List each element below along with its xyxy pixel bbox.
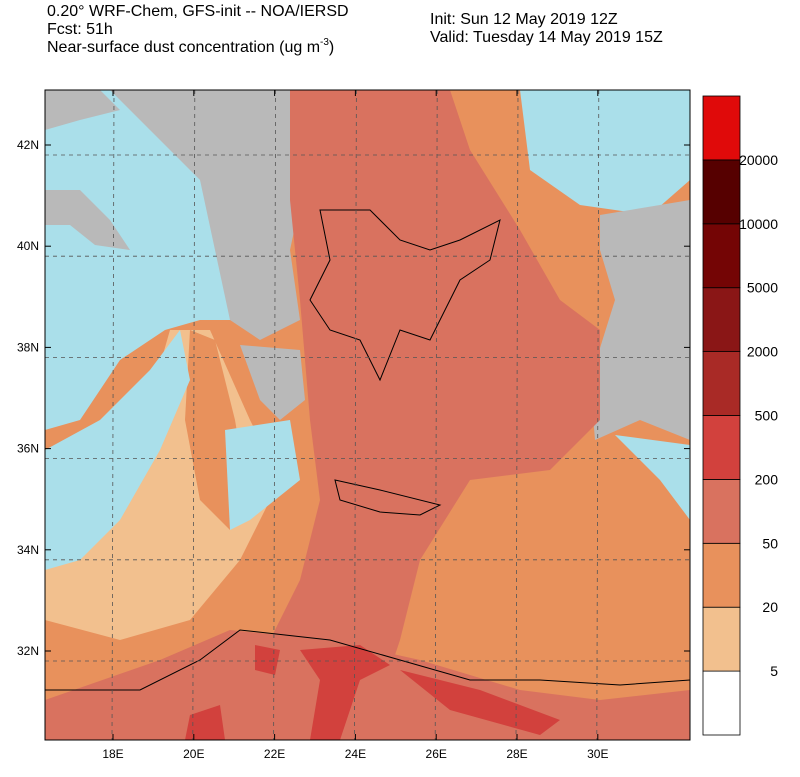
coastline (45, 629, 690, 691)
x-tick-label: 30E (587, 747, 608, 761)
field: Near-surface dust concentration (ug m-3) (47, 37, 334, 56)
land (45, 90, 130, 250)
colorbar-swatch (702, 287, 741, 353)
colorbar-swatch (702, 351, 741, 416)
init-time: Init: Sun 12 May 2019 12Z (430, 11, 618, 28)
land (110, 90, 305, 340)
axes: 18E 20E 22E 24E 26E 28E 30E 42N 40N 38N 36N 34N 32N (17, 90, 690, 761)
x-tick-label: 28E (506, 747, 527, 761)
dust-field (185, 645, 560, 740)
sea (225, 420, 300, 530)
y-tick-label: 38N (17, 340, 39, 354)
x-tick-label: 24E (345, 747, 366, 761)
colorbar-swatch (702, 542, 741, 608)
title: 0.20° WRF-Chem, GFS-init -- NOA/IERSD (47, 3, 349, 20)
colorbar-label: 50 (762, 535, 778, 551)
colorbar-swatch (702, 95, 741, 161)
y-tick-label: 32N (17, 644, 39, 658)
colorbar-label: 500 (755, 408, 779, 424)
x-tick-label: 20E (183, 747, 204, 761)
grid (45, 90, 690, 740)
colorbar-swatch (702, 670, 741, 736)
sea (45, 330, 190, 570)
colorbar-swatch (702, 606, 741, 672)
colorbar-label: 10000 (739, 216, 778, 232)
y-tick-label: 36N (17, 442, 39, 456)
field-end: ) (329, 39, 334, 56)
sea (615, 435, 690, 520)
sea (520, 90, 690, 215)
y-tick-label: 42N (17, 138, 39, 152)
field-text: Near-surface dust concentration (ug m (47, 39, 320, 56)
colorbar-swatch (702, 223, 741, 289)
valid-time: Valid: Tuesday 14 May 2019 15Z (430, 29, 663, 46)
colorbar-swatch (702, 159, 741, 225)
colorbar-label: 5000 (747, 280, 778, 296)
map (45, 90, 690, 740)
colorbar-label: 20 (762, 599, 778, 615)
colorbar-label: 5 (770, 663, 778, 679)
y-tick-label: 40N (17, 239, 39, 253)
colorbar: 5 20 50 200 500 2000 5000 10000 20000 (702, 95, 779, 736)
colorbar-label: 20000 (739, 152, 778, 168)
x-tick-label: 22E (264, 747, 285, 761)
map-frame (44, 89, 691, 741)
colorbar-label: 2000 (747, 344, 778, 360)
coastline (309, 209, 501, 382)
x-tick-label: 18E (102, 747, 123, 761)
x-tick-label: 26E (426, 747, 447, 761)
colorbar-label: 200 (755, 471, 779, 487)
coastline (334, 479, 442, 516)
colorbar-swatch (702, 415, 741, 480)
field-sup: -3 (320, 37, 329, 48)
colorbar-swatch (702, 478, 741, 544)
forecast: Fcst: 51h (47, 21, 113, 38)
y-tick-label: 34N (17, 543, 39, 557)
land (240, 345, 305, 420)
land (590, 200, 690, 440)
